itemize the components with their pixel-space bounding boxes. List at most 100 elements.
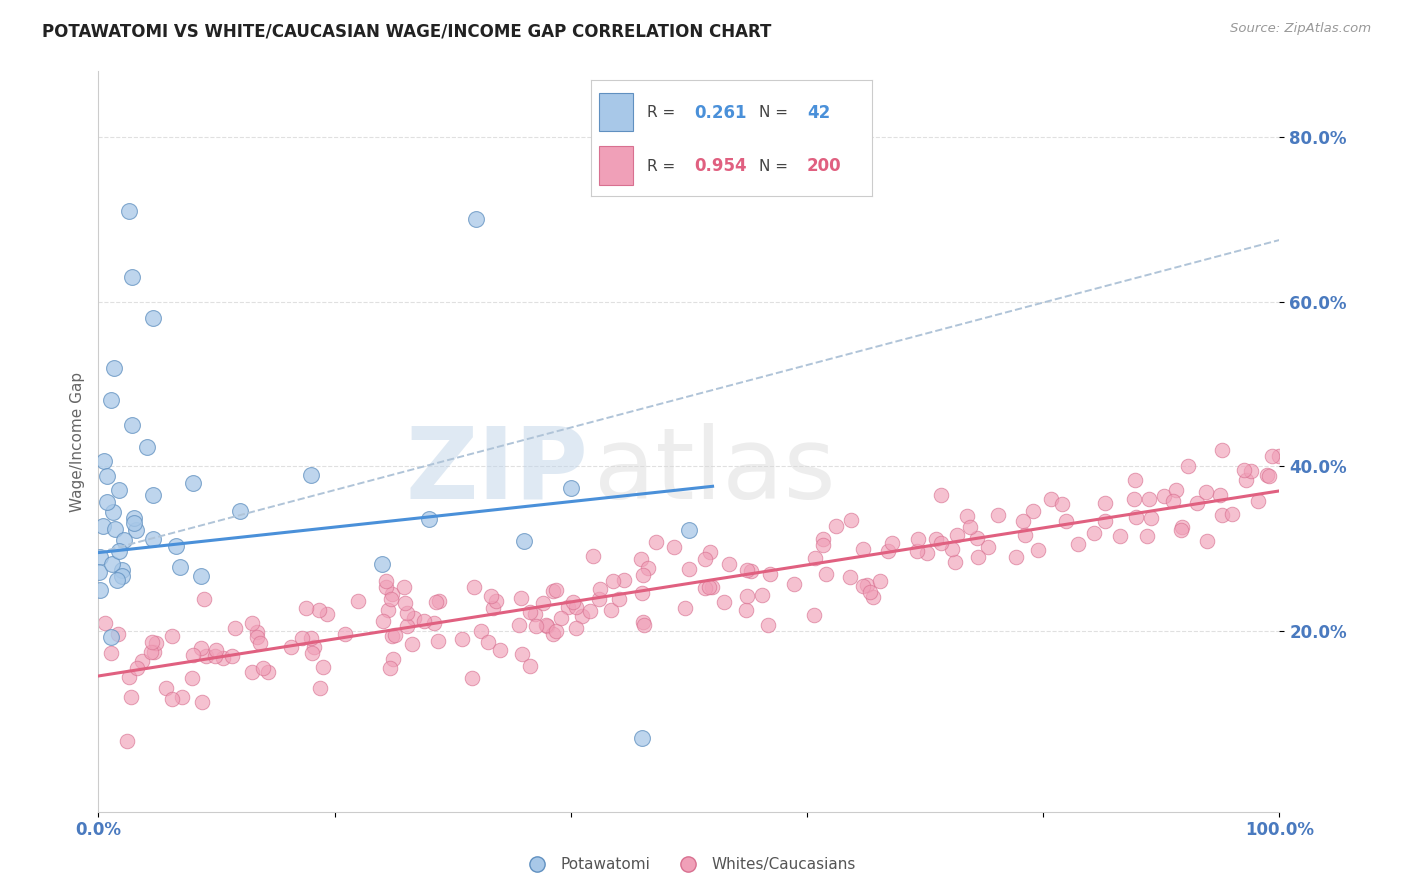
Point <box>678 562 700 576</box>
Point <box>141 635 163 649</box>
Point <box>613 573 636 587</box>
Point <box>524 619 547 633</box>
Point <box>465 212 488 227</box>
Point <box>418 512 440 526</box>
Point <box>631 567 654 582</box>
Point <box>1161 494 1184 508</box>
Point <box>510 591 533 605</box>
Point <box>1164 483 1187 497</box>
Point <box>121 270 143 285</box>
Bar <box>599 146 633 185</box>
Point <box>242 665 264 680</box>
Point <box>600 603 623 617</box>
Point <box>139 645 162 659</box>
Text: ZIP: ZIP <box>406 423 589 520</box>
Point <box>630 552 652 566</box>
Point <box>524 607 547 622</box>
Point <box>869 574 891 588</box>
Text: 0.954: 0.954 <box>695 157 747 175</box>
Y-axis label: Wage/Income Gap: Wage/Income Gap <box>69 371 84 512</box>
Point <box>205 643 228 657</box>
Point <box>803 608 825 623</box>
Point <box>122 516 145 531</box>
Point <box>100 630 122 644</box>
Text: 200: 200 <box>807 157 842 175</box>
Point <box>1125 509 1147 524</box>
Point <box>541 627 564 641</box>
Point <box>740 565 762 579</box>
Point <box>1137 492 1160 507</box>
Point <box>1261 449 1284 463</box>
Point <box>851 542 873 557</box>
Point <box>384 627 406 641</box>
Point <box>170 690 193 704</box>
Point <box>252 661 274 675</box>
Point <box>544 624 567 639</box>
Point <box>108 544 131 558</box>
Point <box>751 588 773 602</box>
Text: POTAWATOMI VS WHITE/CAUCASIAN WAGE/INCOME GAP CORRELATION CHART: POTAWATOMI VS WHITE/CAUCASIAN WAGE/INCOM… <box>42 22 772 40</box>
Point <box>103 522 125 536</box>
Point <box>579 604 602 618</box>
Point <box>470 624 492 638</box>
Text: 42: 42 <box>807 103 831 121</box>
Point <box>929 535 952 549</box>
Point <box>249 636 271 650</box>
Point <box>299 631 322 645</box>
Point <box>257 665 280 680</box>
Point <box>565 600 588 615</box>
Point <box>333 627 356 641</box>
Point <box>1233 463 1256 477</box>
Point <box>396 619 419 633</box>
Bar <box>599 93 633 131</box>
Point <box>1094 496 1116 510</box>
Point <box>1170 523 1192 537</box>
Point <box>1083 526 1105 541</box>
Point <box>96 469 118 483</box>
Point <box>804 551 827 566</box>
Point <box>240 615 263 630</box>
Point <box>131 654 153 668</box>
Point <box>756 617 779 632</box>
Point <box>1123 491 1146 506</box>
Point <box>977 540 1000 554</box>
Point <box>1136 528 1159 542</box>
Point <box>1012 514 1035 528</box>
Point <box>485 593 508 607</box>
Point <box>373 614 395 628</box>
Point <box>299 468 322 483</box>
Point <box>394 596 416 610</box>
Point <box>607 592 630 607</box>
Text: N =: N = <box>759 105 793 120</box>
Point <box>479 589 502 603</box>
Point <box>1267 449 1289 463</box>
Point <box>905 544 928 558</box>
Point <box>180 671 202 685</box>
Point <box>221 649 243 664</box>
Point <box>193 592 215 607</box>
Point <box>700 580 723 594</box>
Point <box>582 549 605 563</box>
Point <box>1014 527 1036 541</box>
Point <box>1056 515 1078 529</box>
Point <box>630 731 652 745</box>
Point <box>101 506 124 520</box>
Point <box>160 629 183 643</box>
Point <box>633 615 655 630</box>
Point <box>966 531 988 545</box>
Point <box>183 648 205 663</box>
Point <box>118 670 141 684</box>
Point <box>735 603 758 617</box>
Point <box>941 541 963 556</box>
Point <box>224 622 246 636</box>
Point <box>308 603 330 617</box>
Point <box>380 591 402 606</box>
Point <box>100 393 122 408</box>
Point <box>717 557 740 571</box>
Point <box>510 647 533 661</box>
Point <box>145 636 167 650</box>
Point <box>859 585 882 599</box>
Point <box>111 563 134 577</box>
Point <box>488 643 510 657</box>
Point <box>759 567 782 582</box>
